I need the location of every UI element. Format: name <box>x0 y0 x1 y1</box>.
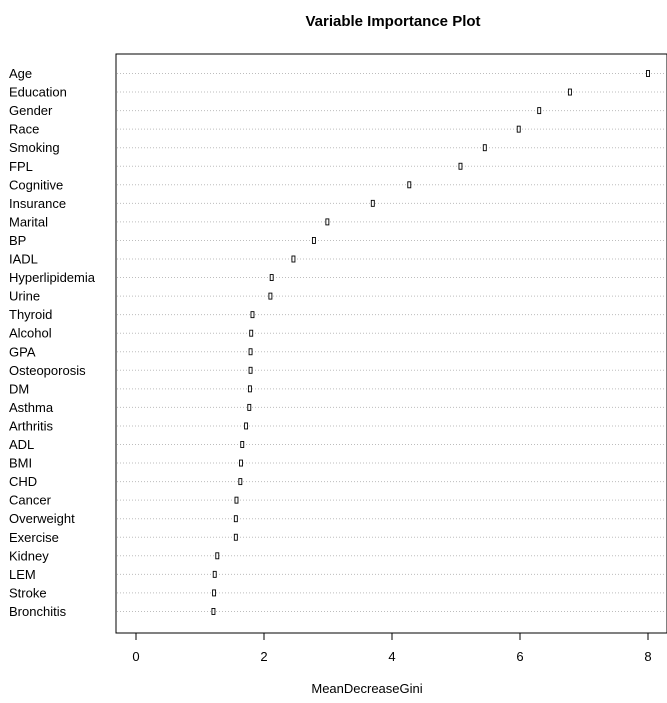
variable-label: Education <box>9 85 67 100</box>
data-point <box>233 533 238 541</box>
variable-label: Thyroid <box>9 307 52 322</box>
variable-label: Cognitive <box>9 177 63 192</box>
variable-label: Bronchitis <box>9 604 67 619</box>
data-point <box>249 329 254 337</box>
variable-label: CHD <box>9 474 37 489</box>
variable-label: Age <box>9 66 32 81</box>
x-tick-label: 4 <box>388 649 395 664</box>
variable-label: DM <box>9 381 29 396</box>
chart-title: Variable Importance Plot <box>305 13 480 30</box>
data-point <box>215 552 220 560</box>
variable-label: Hyperlipidemia <box>9 270 96 285</box>
variable-label: ADL <box>9 437 34 452</box>
variable-label: Kidney <box>9 548 49 563</box>
variable-label: Alcohol <box>9 326 52 341</box>
data-point <box>248 366 253 374</box>
variable-label: Urine <box>9 289 40 304</box>
variable-label: Osteoporosis <box>9 363 86 378</box>
data-point <box>482 144 487 152</box>
variable-label: BMI <box>9 456 32 471</box>
data-point <box>537 107 542 115</box>
variable-label: Stroke <box>9 585 47 600</box>
data-point <box>250 311 255 319</box>
data-point <box>311 236 316 244</box>
data-point <box>247 385 252 393</box>
data-point <box>291 255 296 263</box>
data-point <box>567 88 572 96</box>
data-point <box>325 218 330 226</box>
data-point <box>239 459 243 467</box>
data-point <box>238 478 243 486</box>
data-point <box>212 570 217 578</box>
data-point <box>458 162 463 170</box>
variable-label: Gender <box>9 103 53 118</box>
x-tick-label: 6 <box>516 649 523 664</box>
variable-label: Cancer <box>9 493 52 508</box>
variable-label: Marital <box>9 214 48 229</box>
variable-label: Arthritis <box>9 418 54 433</box>
x-axis-title: MeanDecreaseGini <box>311 681 422 696</box>
plot-frame <box>115 53 667 634</box>
variable-label: Exercise <box>9 530 59 545</box>
variable-label: Smoking <box>9 140 60 155</box>
variable-label: Overweight <box>9 511 75 526</box>
data-point <box>212 589 217 597</box>
variable-label: LEM <box>9 567 36 582</box>
variable-label: Race <box>9 122 39 137</box>
x-tick-label: 8 <box>644 649 651 664</box>
data-point <box>234 496 239 504</box>
data-point <box>240 441 245 448</box>
data-point <box>370 199 375 207</box>
variable-label: Asthma <box>9 400 54 415</box>
variable-label: FPL <box>9 159 33 174</box>
x-tick-label: 0 <box>132 649 139 664</box>
variable-label: BP <box>9 233 26 248</box>
data-point <box>248 348 253 356</box>
data-point <box>646 70 650 77</box>
data-point <box>244 422 249 430</box>
data-point <box>269 274 274 281</box>
data-points <box>211 70 650 615</box>
data-point <box>211 608 216 615</box>
data-point <box>516 125 521 133</box>
data-point <box>268 292 273 300</box>
grid-lines <box>117 73 666 612</box>
x-axis: 0 2 4 6 8 <box>132 632 652 664</box>
variable-labels: Age Education Gender Race Smoking FPL Cognitiv… <box>9 66 96 619</box>
variable-label: IADL <box>9 252 38 267</box>
data-point <box>233 515 238 523</box>
variable-label: GPA <box>9 344 36 359</box>
data-point <box>247 403 252 411</box>
variable-label: Insurance <box>9 196 66 211</box>
x-tick-label: 2 <box>260 649 267 664</box>
data-point <box>407 181 412 189</box>
